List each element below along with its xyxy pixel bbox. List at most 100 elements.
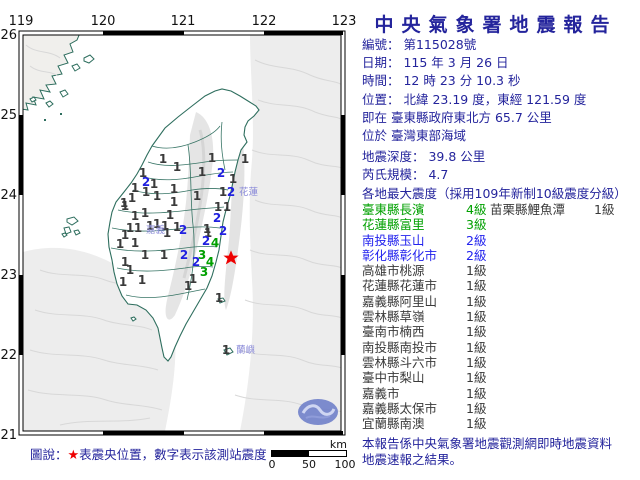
- station-intensity-1: 1: [173, 220, 181, 234]
- intensity-row: 嘉義市 1級: [362, 386, 638, 401]
- station-level: 1級: [466, 309, 487, 325]
- station-intensity-1: 1: [229, 172, 237, 186]
- station-intensity-1: 1: [141, 206, 149, 220]
- station-name: 南投縣玉山: [362, 232, 425, 248]
- station-intensity-4: 4: [206, 255, 214, 269]
- intensity-row: 臺東縣長濱 4級: [362, 202, 638, 217]
- station-intensity-1: 1: [189, 272, 197, 286]
- meta-line: 各地最大震度（採用109年新制10級震度分級）: [362, 185, 627, 201]
- station-name: 宜蘭縣南澳: [362, 416, 425, 432]
- intensity-list-col1: 臺東縣長濱 4級 花蓮縣富里 3級 南投縣玉山 2級 彰化縣彰化市 2級 高雄市桃源 1級 花蓮縣花…: [362, 202, 638, 431]
- report-panel: 中央氣象署地震報告 編號： 第115028號日期： 115 年 3 月 26 日…: [360, 0, 638, 480]
- station-intensity-3: 3: [200, 265, 208, 279]
- meta-line: 日期： 115 年 3 月 26 日: [362, 55, 509, 71]
- station-level: 1級: [466, 278, 487, 294]
- y-tick-label: 22: [0, 348, 17, 363]
- station-intensity-1: 1: [184, 279, 192, 293]
- station-name: 高雄市桃源: [362, 263, 425, 279]
- intensity-row: 臺南市楠西 1級: [362, 324, 638, 339]
- intensity-row: 花蓮縣富里 3級: [362, 217, 638, 232]
- station-intensity-1: 1: [146, 219, 154, 233]
- x-tick-label: 122: [252, 14, 277, 29]
- epicenter-star-icon: [223, 250, 239, 265]
- station-level: 1級: [466, 370, 487, 386]
- x-tick-label: 119: [9, 14, 34, 29]
- report-meta: 編號： 第115028號日期： 115 年 3 月 26 日時間： 12 時 2…: [362, 36, 638, 203]
- station-intensity-2: 2: [142, 175, 150, 189]
- station-intensity-1: 1: [166, 208, 174, 222]
- cwa-logo: [298, 399, 338, 425]
- station-name: 雲林縣斗六市: [362, 354, 438, 370]
- station-intensity-1: 1: [126, 263, 134, 277]
- station-intensity-1: 1: [141, 248, 149, 262]
- station-intensity-1: 1: [126, 221, 134, 235]
- station-intensity-1: 1: [159, 152, 167, 166]
- x-tick-label: 123: [332, 14, 357, 29]
- station-intensity-1: 1: [116, 237, 124, 251]
- legend-prefix: 圖說：: [30, 447, 68, 462]
- station-intensity-1: 1: [204, 226, 212, 240]
- station-intensity-1: 1: [163, 226, 171, 240]
- station-intensity-1: 1: [198, 165, 206, 179]
- station-intensity-1: 1: [153, 189, 161, 203]
- station-level: 1級: [466, 324, 487, 340]
- station-intensity-2: 2: [219, 224, 227, 238]
- y-tick-label: 21: [0, 428, 17, 443]
- station-intensity-1: 1: [150, 177, 158, 191]
- y-tick-label: 24: [0, 188, 17, 203]
- station-name: 彰化縣彰化市: [362, 247, 438, 263]
- station-intensity-1: 1: [121, 199, 129, 213]
- meta-line: 時間： 12 時 23 分 10.3 秒: [362, 73, 521, 89]
- station-name: 雲林縣草嶺: [362, 309, 425, 325]
- x-tick-label: 121: [171, 14, 196, 29]
- place-label: 花蓮: [239, 186, 259, 198]
- report-title: 中央氣象署地震報告: [374, 14, 618, 36]
- meta-line: 編號： 第115028號: [362, 37, 477, 52]
- station-intensity-1: 1: [170, 195, 178, 209]
- y-tick-label: 23: [0, 268, 17, 283]
- station-intensity-1: 1: [138, 273, 146, 287]
- y-tick-label: 25: [0, 108, 17, 123]
- map-legend: 圖說：★表震央位置，數字表示該測站震度: [30, 444, 267, 463]
- station-name: 嘉義縣阿里山: [362, 293, 438, 309]
- station-name: 花蓮縣花蓮市: [362, 278, 438, 294]
- station-level: 4級: [466, 202, 487, 217]
- station-intensity-1: 1: [203, 222, 211, 236]
- station-intensity-1: 1: [121, 228, 129, 242]
- latitude-tick-labels: 26 25 24 23 22 21: [0, 28, 17, 443]
- intensity-row: 苗栗縣鯉魚潭 1級: [490, 202, 622, 217]
- intensity-row: 彰化縣彰化市 2級: [362, 248, 638, 263]
- station-intensity-1: 1: [131, 209, 139, 223]
- taiwan-island: [107, 88, 260, 362]
- map-frame: [18, 30, 346, 436]
- station-name: 臺南市楠西: [362, 324, 425, 340]
- report-footer: 本報告係中央氣象署地震觀測網即時地震資料 地震速報之結果。: [362, 436, 638, 467]
- station-name: 嘉義縣太保市: [362, 400, 438, 416]
- intensity-row: 宜蘭縣南澳 1級: [362, 416, 638, 431]
- station-level: 1級: [466, 385, 487, 401]
- station-intensity-1: 1: [173, 160, 181, 174]
- place-label: 嘉義: [146, 224, 166, 236]
- station-name: 南投縣南投市: [362, 339, 438, 355]
- station-intensity-1: 1: [208, 151, 216, 165]
- station-intensity-2: 2: [202, 234, 210, 248]
- station-level: 1級: [466, 354, 487, 370]
- station-intensity-2: 2: [217, 166, 225, 180]
- station-intensity-1: 1: [215, 291, 223, 305]
- intensity-row: 南投縣玉山 2級: [362, 233, 638, 248]
- station-intensity-2: 2: [213, 211, 221, 225]
- meta-line: 芮氏規模： 4.7: [362, 167, 449, 183]
- scale-unit: km: [329, 438, 347, 451]
- station-level: 1級: [466, 263, 487, 279]
- station-intensity-3: 3: [198, 248, 206, 262]
- meta-line: 即在 臺東縣政府東北方 65.7 公里: [362, 109, 552, 125]
- station-name: 苗栗縣鯉魚潭: [490, 202, 566, 217]
- intensity-row: 高雄市桃源 1級: [362, 263, 638, 278]
- footer-line: 地震速報之結果。: [362, 451, 463, 467]
- scale-tick-100: 100: [334, 458, 356, 471]
- station-intensity-2: 2: [180, 248, 188, 262]
- station-intensity-1: 1: [119, 275, 127, 289]
- intensity-row: 嘉義縣阿里山 1級: [362, 294, 638, 309]
